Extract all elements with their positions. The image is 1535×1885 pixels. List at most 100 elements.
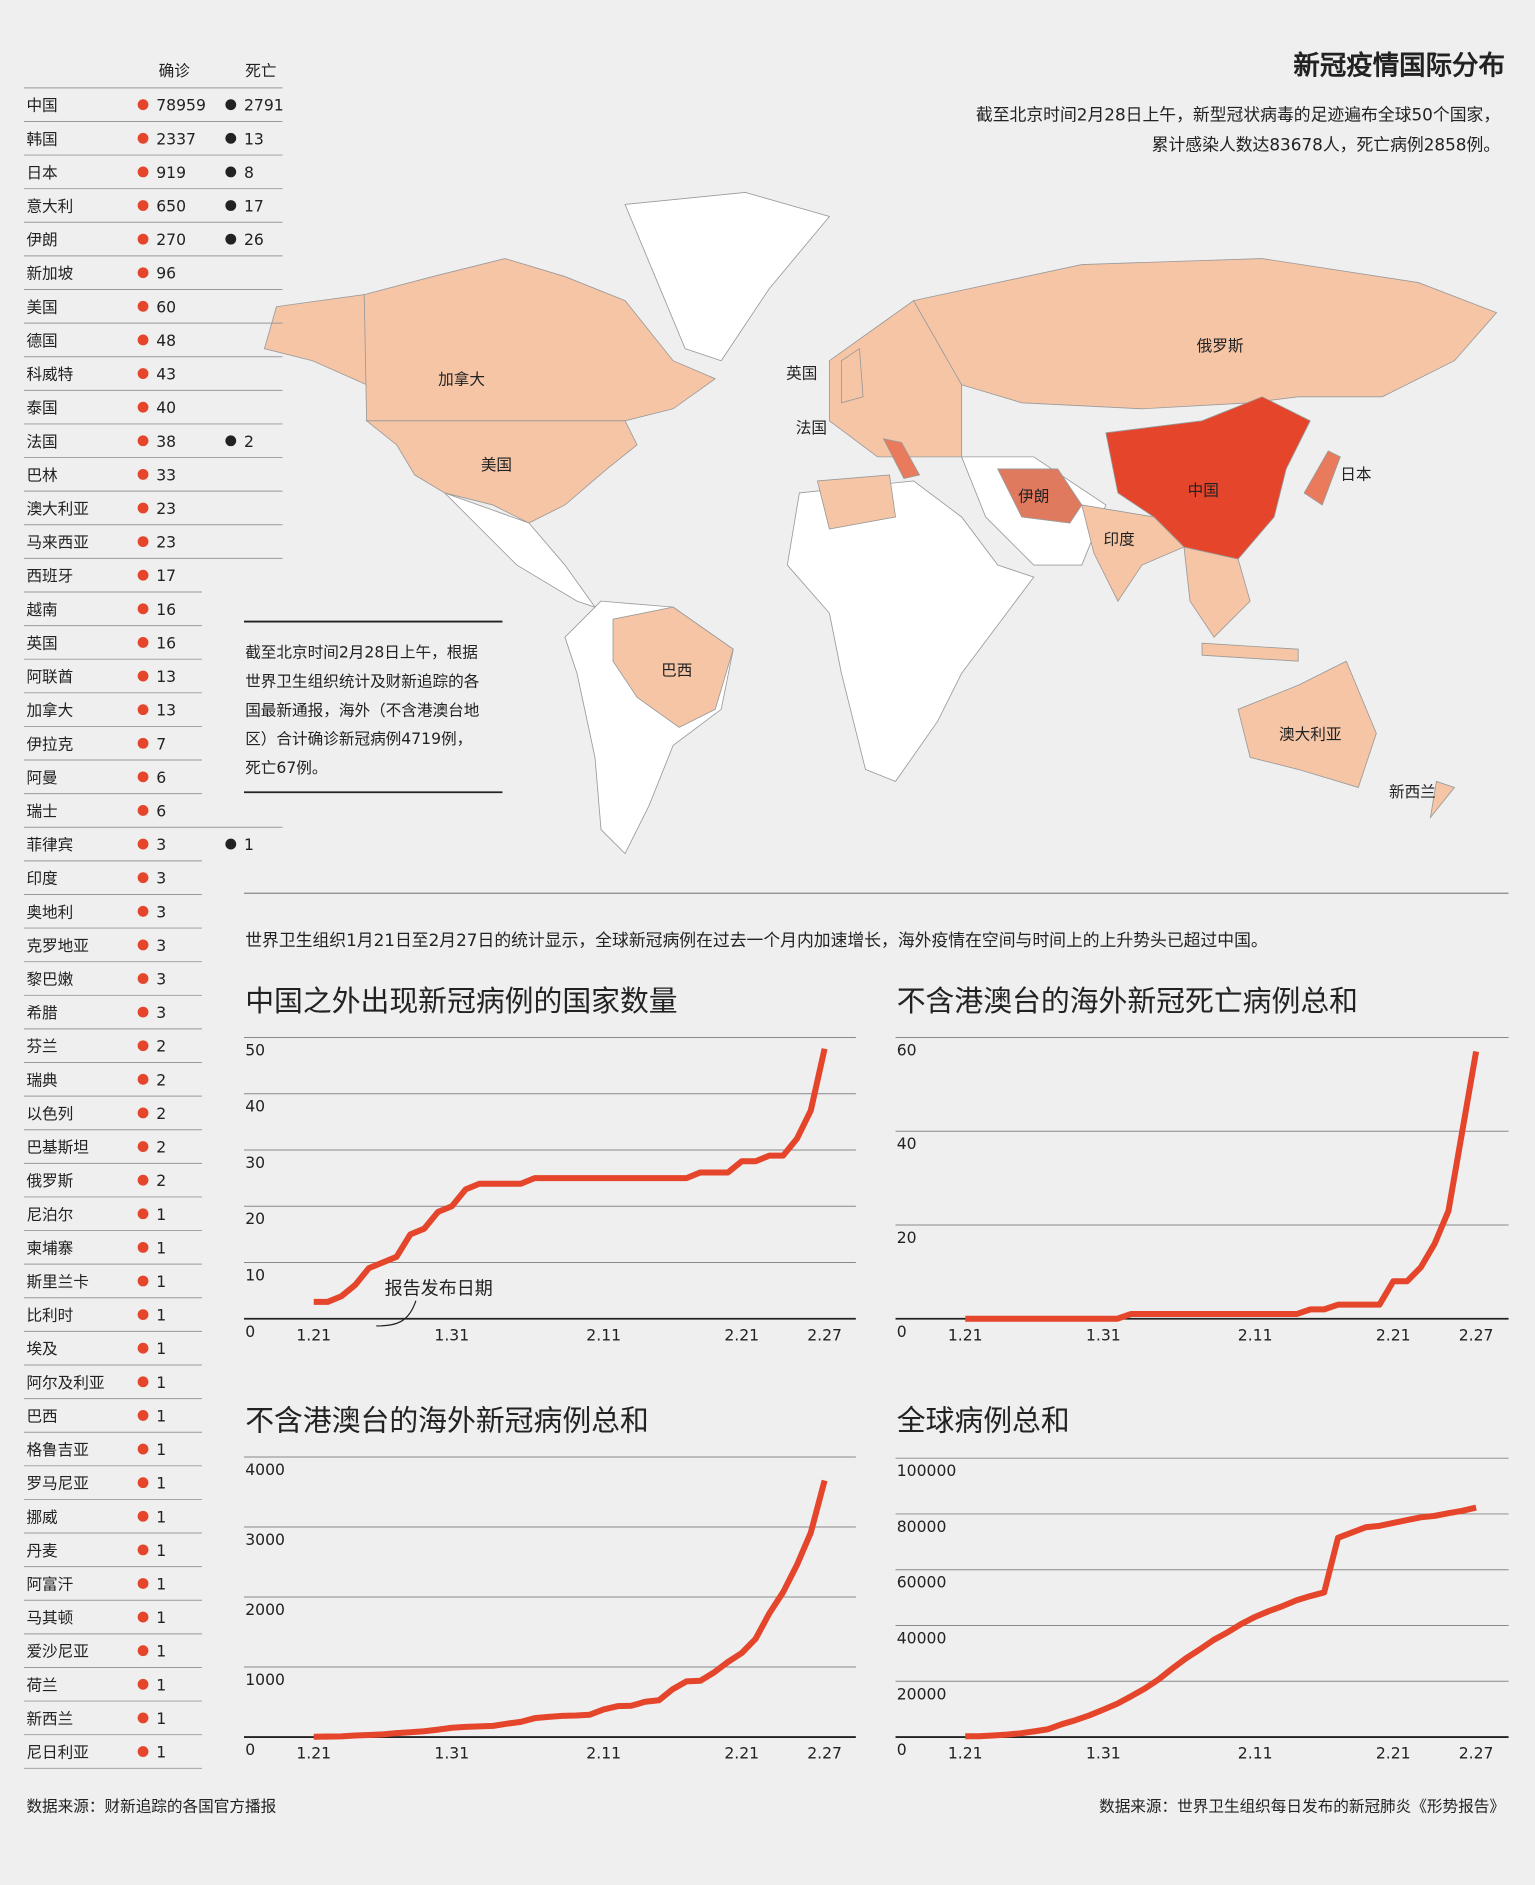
y-tick-label: 0	[897, 1323, 907, 1341]
y-tick-label: 100000	[897, 1462, 957, 1480]
data-line	[965, 1504, 1477, 1740]
map-label: 中国	[1188, 481, 1219, 499]
case-dot	[137, 1309, 149, 1321]
country: 巴西	[26, 1407, 57, 1425]
death-dot	[225, 435, 237, 447]
cases: 7	[156, 735, 166, 753]
country: 中国	[26, 97, 57, 115]
case-dot	[137, 368, 149, 379]
x-tick-label: 2.27	[1459, 1745, 1494, 1763]
case-dot	[137, 435, 149, 447]
case-dot	[137, 1208, 149, 1220]
y-tick-label: 1000	[245, 1671, 285, 1689]
y-tick-label: 40	[245, 1098, 265, 1116]
cases: 96	[156, 265, 176, 283]
y-tick-label: 4000	[245, 1461, 285, 1479]
country: 日本	[26, 164, 58, 182]
country: 德国	[26, 332, 57, 350]
cases: 16	[156, 634, 176, 652]
country: 韩国	[26, 130, 57, 148]
x-tick-label: 2.21	[724, 1745, 759, 1763]
map-label: 日本	[1340, 466, 1372, 484]
x-tick-label: 2.27	[807, 1745, 842, 1763]
case-dot	[137, 1578, 149, 1589]
note-text: 世界卫生组织统计及财新追踪的各	[245, 672, 480, 690]
case-dot	[137, 1410, 149, 1421]
country: 爱沙尼亚	[26, 1643, 88, 1661]
country: 西班牙	[26, 567, 73, 585]
table-header: 确诊	[159, 62, 191, 80]
case-dot	[137, 1107, 149, 1119]
x-tick-label: 1.31	[1086, 1326, 1121, 1344]
cases: 23	[156, 534, 176, 552]
country: 巴基斯坦	[26, 1139, 88, 1157]
map-label: 澳大利亚	[1279, 725, 1341, 743]
case-dot	[137, 973, 149, 984]
x-tick-label: 1.21	[296, 1326, 331, 1344]
x-tick-label: 2.27	[807, 1326, 842, 1344]
case-dot	[137, 939, 149, 951]
deaths: 1	[244, 836, 254, 854]
source: 数据来源：世界卫生组织每日发布的新冠肺炎《形势报告》	[1099, 1798, 1505, 1816]
map-label: 印度	[1103, 531, 1135, 549]
case-dot	[137, 1275, 149, 1287]
country: 科威特	[26, 366, 73, 384]
annotation: 报告发布日期	[385, 1279, 493, 1300]
case-dot	[137, 637, 149, 648]
country: 马来西亚	[26, 534, 88, 552]
map-label: 巴西	[661, 662, 692, 680]
country: 黎巴嫩	[26, 971, 73, 989]
case-dot	[137, 267, 149, 279]
case-dot	[137, 166, 149, 178]
cases: 3	[156, 870, 166, 888]
country: 加拿大	[26, 701, 73, 720]
case-dot	[137, 1443, 149, 1455]
x-tick-label: 2.11	[1238, 1745, 1273, 1763]
country: 比利时	[26, 1307, 73, 1325]
cases: 2337	[156, 130, 196, 148]
country: 俄罗斯	[26, 1172, 73, 1190]
y-tick-label: 0	[245, 1741, 255, 1759]
cases: 1	[156, 1643, 166, 1661]
cases: 1	[156, 1542, 166, 1560]
cases: 2	[156, 1071, 166, 1089]
note-text: 区）合计确诊新冠病例4719例，	[245, 730, 472, 748]
x-tick-label: 2.27	[1459, 1326, 1494, 1344]
x-tick-label: 1.31	[1086, 1745, 1121, 1763]
map-label: 英国	[786, 365, 817, 383]
cases: 33	[156, 466, 176, 484]
case-dot	[137, 1006, 149, 1018]
cases: 6	[156, 802, 166, 820]
country: 伊拉克	[26, 735, 73, 753]
country: 菲律宾	[26, 836, 73, 854]
cases: 2	[156, 1139, 166, 1157]
cases: 16	[156, 601, 176, 619]
case-dot	[137, 1342, 149, 1354]
country: 尼泊尔	[26, 1206, 73, 1224]
subtitle: 截至北京时间2月28日上午，新型冠状病毒的足迹遍布全球50个国家，	[976, 104, 1500, 124]
case-dot	[137, 1376, 149, 1388]
death-dot	[225, 132, 237, 144]
deaths: 2791	[244, 97, 284, 115]
x-tick-label: 2.11	[1238, 1326, 1273, 1344]
chart-title: 中国之外出现新冠病例的国家数量	[245, 984, 677, 1018]
y-tick-label: 50	[245, 1041, 265, 1059]
cases: 3	[156, 971, 166, 989]
country: 英国	[26, 634, 57, 652]
country: 芬兰	[26, 1038, 57, 1056]
cases: 1	[156, 1340, 166, 1358]
x-tick-label: 2.21	[724, 1326, 759, 1344]
chart-title: 不含港澳台的海外新冠死亡病例总和	[897, 984, 1358, 1018]
y-tick-label: 2000	[245, 1601, 285, 1619]
x-tick-label: 1.31	[434, 1745, 469, 1763]
y-tick-label: 60	[897, 1041, 917, 1059]
intro: 世界卫生组织1月21日至2月27日的统计显示，全球新冠病例在过去一个月内加速增长…	[245, 930, 1268, 950]
x-tick-label: 2.21	[1376, 1326, 1411, 1344]
case-dot	[137, 905, 149, 917]
case-dot	[137, 1544, 149, 1556]
country: 柬埔寨	[26, 1239, 73, 1257]
country: 尼日利亚	[26, 1744, 88, 1762]
case-dot	[137, 300, 149, 312]
case-dot	[137, 603, 149, 615]
country: 意大利	[26, 197, 73, 216]
